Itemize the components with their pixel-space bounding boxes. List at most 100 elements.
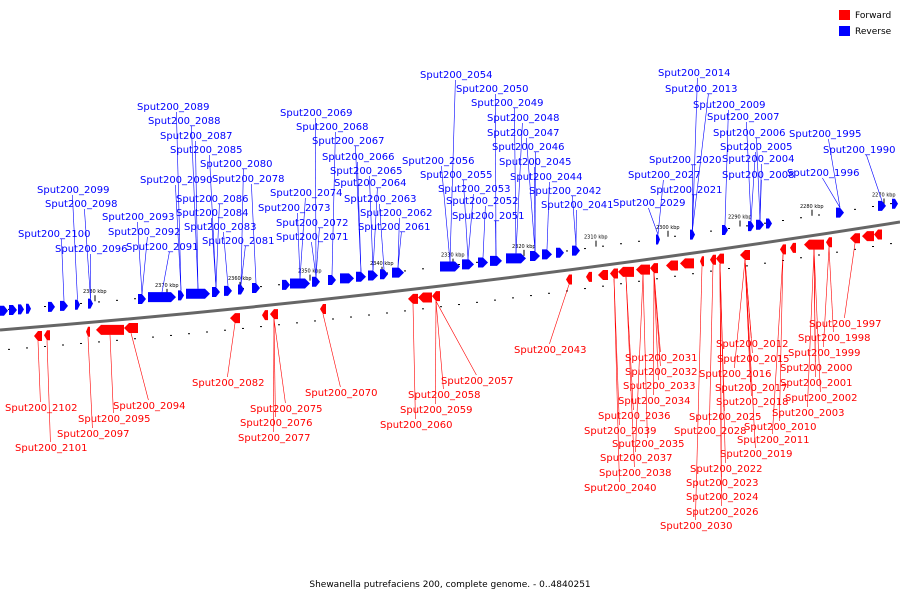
reverse-gene-label[interactable]: Sput200_2096 (55, 244, 128, 255)
reverse-gene-arrow[interactable] (252, 283, 260, 294)
reverse-gene-label[interactable]: Sput200_2009 (693, 100, 766, 111)
reverse-gene-arrow[interactable] (224, 285, 232, 296)
forward-gene-label[interactable]: Sput200_2034 (618, 396, 691, 407)
forward-gene-label[interactable]: Sput200_2025 (689, 412, 762, 423)
forward-gene-arrow[interactable] (230, 313, 240, 324)
forward-gene-label[interactable]: Sput200_2094 (113, 401, 186, 412)
reverse-gene-arrow[interactable] (656, 234, 660, 245)
reverse-gene-label[interactable]: Sput200_2069 (280, 108, 353, 119)
forward-gene-label[interactable]: Sput200_2060 (380, 420, 453, 431)
reverse-gene-label[interactable]: Sput200_2074 (270, 188, 343, 199)
reverse-gene-label[interactable]: Sput200_2055 (420, 170, 493, 181)
reverse-gene-label[interactable]: Sput200_2008 (722, 170, 795, 181)
forward-gene-label[interactable]: Sput200_2000 (780, 363, 853, 374)
reverse-gene-arrow[interactable] (75, 299, 80, 310)
forward-gene-label[interactable]: Sput200_1998 (798, 333, 871, 344)
reverse-gene-label[interactable]: Sput200_2052 (446, 196, 519, 207)
forward-gene-label[interactable]: Sput200_2030 (660, 521, 733, 532)
forward-gene-label[interactable]: Sput200_2032 (625, 367, 698, 378)
reverse-gene-label[interactable]: Sput200_2064 (334, 178, 407, 189)
reverse-gene-arrow[interactable] (212, 287, 220, 298)
reverse-gene-label[interactable]: Sput200_2061 (358, 222, 431, 233)
forward-gene-arrow[interactable] (610, 268, 618, 279)
reverse-gene-label[interactable]: Sput200_2087 (160, 131, 233, 142)
reverse-gene-label[interactable]: Sput200_1990 (823, 145, 896, 156)
reverse-gene-arrow[interactable] (572, 245, 580, 256)
forward-gene-arrow[interactable] (666, 260, 678, 271)
reverse-gene-label[interactable]: Sput200_2013 (665, 84, 738, 95)
forward-gene-label[interactable]: Sput200_2058 (408, 390, 481, 401)
forward-gene-label[interactable]: Sput200_2010 (744, 422, 817, 433)
forward-gene-label[interactable]: Sput200_2076 (240, 418, 313, 429)
reverse-gene-arrow[interactable] (0, 305, 8, 316)
reverse-gene-arrow[interactable] (88, 298, 93, 309)
reverse-gene-label[interactable]: Sput200_2049 (471, 98, 544, 109)
reverse-gene-label[interactable]: Sput200_2091 (126, 242, 199, 253)
forward-gene-label[interactable]: Sput200_2101 (15, 443, 88, 454)
reverse-gene-label[interactable]: Sput200_2014 (658, 68, 731, 79)
reverse-gene-label[interactable]: Sput200_2004 (722, 154, 795, 165)
reverse-gene-label[interactable]: Sput200_2071 (276, 232, 349, 243)
forward-gene-arrow[interactable] (124, 323, 138, 334)
forward-gene-label[interactable]: Sput200_2037 (600, 453, 673, 464)
reverse-gene-label[interactable]: Sput200_2092 (108, 227, 181, 238)
forward-gene-arrow[interactable] (270, 309, 278, 320)
reverse-gene-label[interactable]: Sput200_2085 (170, 145, 243, 156)
reverse-gene-label[interactable]: Sput200_2083 (184, 222, 257, 233)
forward-gene-arrow[interactable] (636, 264, 650, 275)
reverse-gene-arrow[interactable] (490, 255, 502, 266)
forward-gene-label[interactable]: Sput200_2001 (780, 378, 853, 389)
reverse-gene-label[interactable]: Sput200_2099 (37, 185, 110, 196)
reverse-gene-arrow[interactable] (178, 290, 184, 301)
reverse-gene-label[interactable]: Sput200_2088 (148, 116, 221, 127)
forward-gene-arrow[interactable] (320, 303, 326, 314)
reverse-gene-label[interactable]: Sput200_1995 (789, 129, 862, 140)
forward-gene-label[interactable]: Sput200_2036 (598, 411, 671, 422)
forward-gene-label[interactable]: Sput200_2070 (305, 388, 378, 399)
reverse-gene-arrow[interactable] (138, 294, 146, 305)
forward-gene-arrow[interactable] (826, 237, 832, 248)
forward-gene-label[interactable]: Sput200_2059 (400, 405, 473, 416)
reverse-gene-label[interactable]: Sput200_2053 (438, 184, 511, 195)
reverse-gene-arrow[interactable] (238, 284, 244, 295)
reverse-gene-label[interactable]: Sput200_2046 (492, 142, 565, 153)
reverse-gene-arrow[interactable] (368, 270, 378, 281)
reverse-gene-arrow[interactable] (506, 253, 526, 264)
reverse-gene-arrow[interactable] (328, 275, 336, 286)
forward-gene-arrow[interactable] (716, 253, 724, 264)
forward-gene-label[interactable]: Sput200_2031 (625, 353, 698, 364)
reverse-gene-arrow[interactable] (556, 247, 564, 258)
forward-gene-label[interactable]: Sput200_2039 (584, 426, 657, 437)
reverse-gene-label[interactable]: Sput200_2090 (140, 175, 213, 186)
reverse-gene-label[interactable]: Sput200_2021 (650, 185, 723, 196)
reverse-gene-arrow[interactable] (290, 278, 310, 289)
reverse-gene-arrow[interactable] (462, 259, 474, 270)
reverse-gene-arrow[interactable] (18, 304, 24, 315)
reverse-gene-arrow[interactable] (340, 273, 354, 284)
reverse-gene-arrow[interactable] (748, 221, 754, 232)
forward-gene-label[interactable]: Sput200_2003 (772, 408, 845, 419)
reverse-gene-label[interactable]: Sput200_2065 (330, 166, 403, 177)
forward-gene-arrow[interactable] (44, 330, 50, 341)
reverse-gene-arrow[interactable] (392, 267, 404, 278)
forward-gene-label[interactable]: Sput200_2019 (720, 449, 793, 460)
forward-gene-arrow[interactable] (700, 256, 704, 267)
reverse-gene-label[interactable]: Sput200_2045 (499, 157, 572, 168)
forward-gene-label[interactable]: Sput200_2011 (737, 435, 810, 446)
reverse-gene-arrow[interactable] (356, 271, 366, 282)
forward-gene-arrow[interactable] (650, 263, 658, 274)
reverse-gene-label[interactable]: Sput200_2098 (45, 199, 118, 210)
reverse-gene-label[interactable]: Sput200_2020 (649, 155, 722, 166)
forward-gene-arrow[interactable] (566, 274, 572, 285)
forward-gene-label[interactable]: Sput200_2022 (690, 464, 763, 475)
forward-gene-label[interactable]: Sput200_2012 (716, 339, 789, 350)
reverse-gene-arrow[interactable] (722, 224, 728, 235)
forward-gene-arrow[interactable] (618, 266, 634, 277)
forward-gene-arrow[interactable] (710, 254, 716, 265)
forward-gene-label[interactable]: Sput200_2075 (250, 404, 323, 415)
forward-gene-label[interactable]: Sput200_2023 (686, 478, 759, 489)
reverse-gene-arrow[interactable] (380, 269, 388, 280)
forward-gene-arrow[interactable] (862, 231, 874, 242)
forward-gene-label[interactable]: Sput200_2024 (686, 492, 759, 503)
reverse-gene-label[interactable]: Sput200_2100 (18, 229, 91, 240)
